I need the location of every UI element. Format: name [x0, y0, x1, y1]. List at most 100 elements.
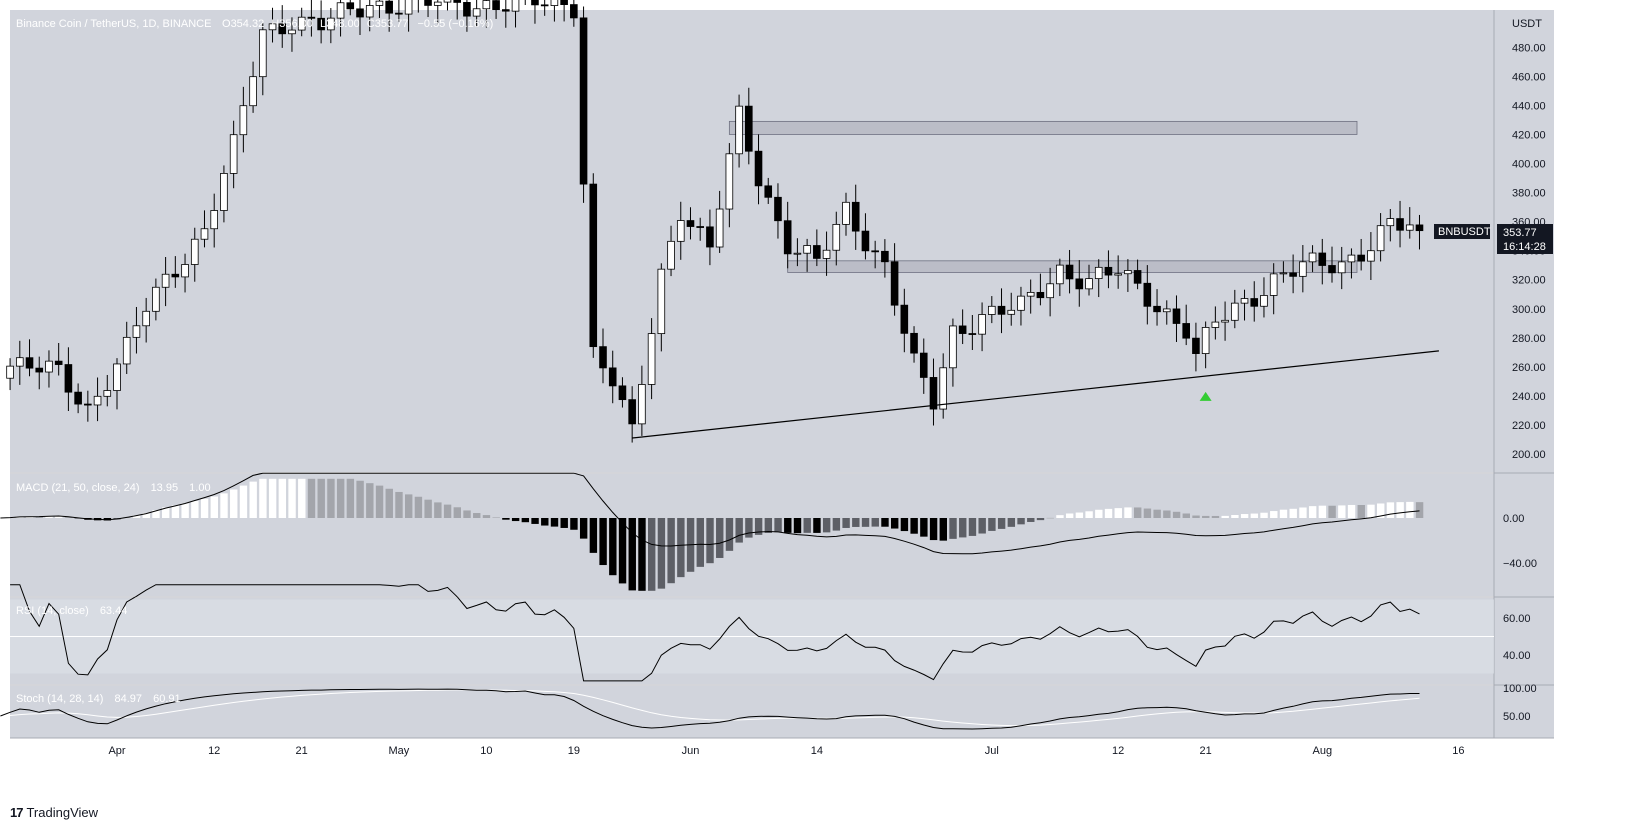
candle: [395, 12, 403, 15]
candle: [1386, 218, 1395, 227]
candle: [1269, 273, 1278, 296]
macd-hist-bar: [579, 518, 588, 539]
macd-hist-bar: [375, 485, 384, 518]
macd-hist-bar: [132, 515, 141, 518]
stoch-k-line: [0, 688, 1420, 730]
ascending-support-trendline: [632, 350, 1439, 439]
candle: [1065, 264, 1074, 280]
candle: [1192, 337, 1200, 354]
x-tick-label: Jul: [985, 745, 999, 757]
ohlc-change: −0.55 (−0.16%): [417, 18, 493, 30]
candle: [1075, 278, 1084, 290]
macd-hist-bar: [1377, 503, 1385, 518]
candle: [122, 336, 131, 365]
macd-hist-bar: [667, 518, 675, 584]
macd-hist-bar: [599, 518, 607, 566]
candle: [25, 357, 34, 369]
macd-hist-bar: [64, 517, 73, 518]
price-axis[interactable]: [1494, 10, 1554, 738]
candle: [638, 384, 646, 425]
macd-hist-bar: [696, 518, 704, 567]
macd-hist-bar: [657, 518, 666, 589]
macd-hist-bar: [1192, 515, 1200, 518]
macd-hist-bar: [1347, 504, 1356, 518]
candle: [958, 325, 967, 334]
candle: [74, 391, 82, 405]
candle: [472, 8, 481, 17]
candle: [249, 76, 257, 107]
candle: [327, 17, 335, 31]
macd-hist-bar: [648, 518, 656, 591]
candle: [6, 365, 14, 379]
candle: [161, 273, 170, 288]
candle: [15, 357, 24, 367]
candle: [1104, 266, 1113, 276]
macd-hist-bar: [1367, 504, 1375, 518]
candle: [608, 367, 617, 387]
x-tick-label: Apr: [108, 745, 125, 757]
candle: [336, 2, 345, 19]
macd-hist-bar: [414, 496, 423, 518]
candle: [939, 367, 947, 410]
macd-hist-bar: [706, 518, 714, 564]
candle: [822, 249, 831, 259]
x-tick-label: 21: [1200, 745, 1212, 757]
macd-hist-bar: [1357, 504, 1365, 518]
macd-hist-bar: [881, 518, 889, 527]
candle: [501, 9, 510, 12]
macd-hist-bar: [1065, 513, 1074, 518]
candle: [1279, 272, 1288, 275]
candle: [453, 0, 461, 3]
macd-hist-bar: [200, 498, 209, 518]
candle: [1143, 282, 1152, 307]
macd-hist-bar: [1270, 511, 1278, 518]
candle: [851, 201, 860, 232]
x-tick-label: 12: [1112, 745, 1124, 757]
candle: [1260, 295, 1268, 307]
price-tick-label: 260.00: [1512, 362, 1546, 374]
candle: [307, 16, 316, 19]
macd-hist-bar: [531, 518, 539, 524]
macd-hist-bar: [735, 518, 743, 543]
stoch-d-line: [0, 689, 1420, 727]
macd-hist-bar: [764, 518, 773, 533]
macd-hist-bar: [1143, 508, 1152, 518]
candle: [881, 250, 889, 263]
macd-line: [0, 472, 1420, 555]
price-tick-label: 460.00: [1512, 71, 1546, 83]
candle: [317, 17, 325, 31]
candle: [424, 0, 432, 6]
candle: [1201, 327, 1210, 354]
resistance-zone: [728, 120, 1358, 135]
candle: [210, 210, 219, 230]
svg-text:Binance Coin / TetherUS, 1D, B: Binance Coin / TetherUS, 1D, BINANCE: [16, 18, 211, 30]
macd-hist-bar: [181, 503, 189, 518]
candle: [550, 0, 559, 6]
candle: [1221, 319, 1229, 323]
candle: [754, 150, 763, 187]
price-tick-label: 380.00: [1512, 188, 1546, 200]
candle: [1250, 298, 1259, 307]
candle: [1056, 264, 1064, 285]
tradingview-logo[interactable]: 17 TradingView: [10, 805, 98, 820]
macd-hist-bar: [1007, 518, 1016, 527]
stoch-panel: [10, 686, 1494, 738]
candle: [1240, 298, 1249, 304]
macd-hist-bar: [405, 494, 413, 518]
price-tick-label: 480.00: [1512, 42, 1546, 54]
x-tick-label: 12: [208, 745, 220, 757]
candle: [200, 228, 209, 240]
candle: [1318, 252, 1327, 266]
macd-hist-bar: [336, 478, 345, 518]
candle: [900, 304, 909, 334]
macd-hist-bar: [55, 516, 63, 518]
tag-symbol: BNBUSDT: [1438, 226, 1491, 238]
macd-hist-bar: [949, 518, 957, 539]
candle: [1007, 309, 1016, 315]
macd-hist-bar: [784, 518, 792, 533]
macd-hist-bar: [152, 510, 160, 518]
macd-hist-bar: [443, 504, 452, 518]
macd-hist-bar: [609, 518, 617, 576]
candle: [628, 399, 636, 425]
candle: [181, 264, 189, 278]
